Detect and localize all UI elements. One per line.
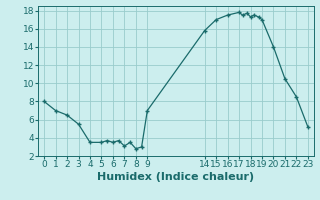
- X-axis label: Humidex (Indice chaleur): Humidex (Indice chaleur): [97, 172, 255, 182]
